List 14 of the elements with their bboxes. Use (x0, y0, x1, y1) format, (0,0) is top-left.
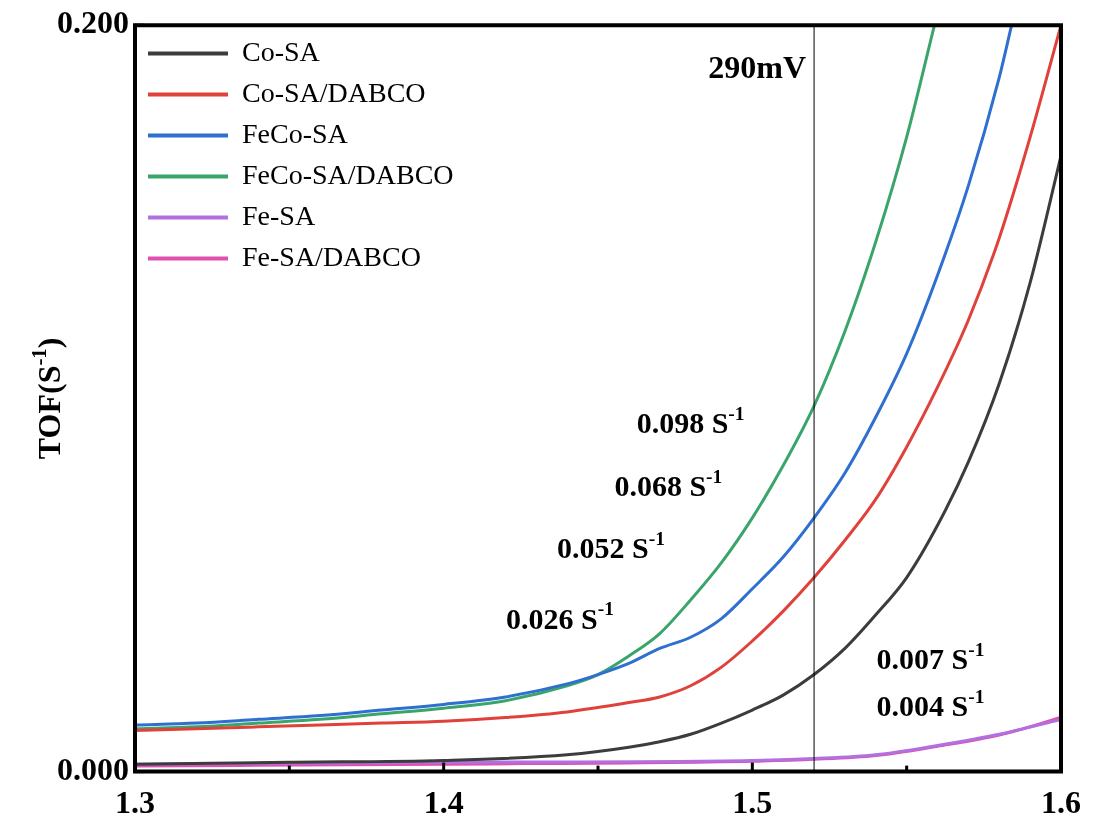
legend-label: Fe-SA/DABCO (242, 240, 421, 272)
legend-label: FeCo-SA/DABCO (242, 158, 454, 190)
y-tick-label: 0.000 (57, 750, 129, 787)
legend-label: Fe-SA (242, 199, 316, 231)
ref-line-label: 290mV (708, 49, 807, 86)
legend-label: FeCo-SA (242, 117, 349, 149)
x-tick-label: 1.5 (732, 784, 773, 821)
x-tick-label: 1.4 (423, 784, 464, 821)
x-tick-label: 1.6 (1041, 784, 1081, 821)
y-tick-label: 0.200 (57, 4, 129, 41)
legend-label: Co-SA/DABCO (242, 76, 426, 108)
legend-label: Co-SA (242, 35, 321, 67)
x-tick-label: 1.3 (115, 784, 155, 821)
y-axis-title: TOF(S-1) (27, 337, 68, 460)
